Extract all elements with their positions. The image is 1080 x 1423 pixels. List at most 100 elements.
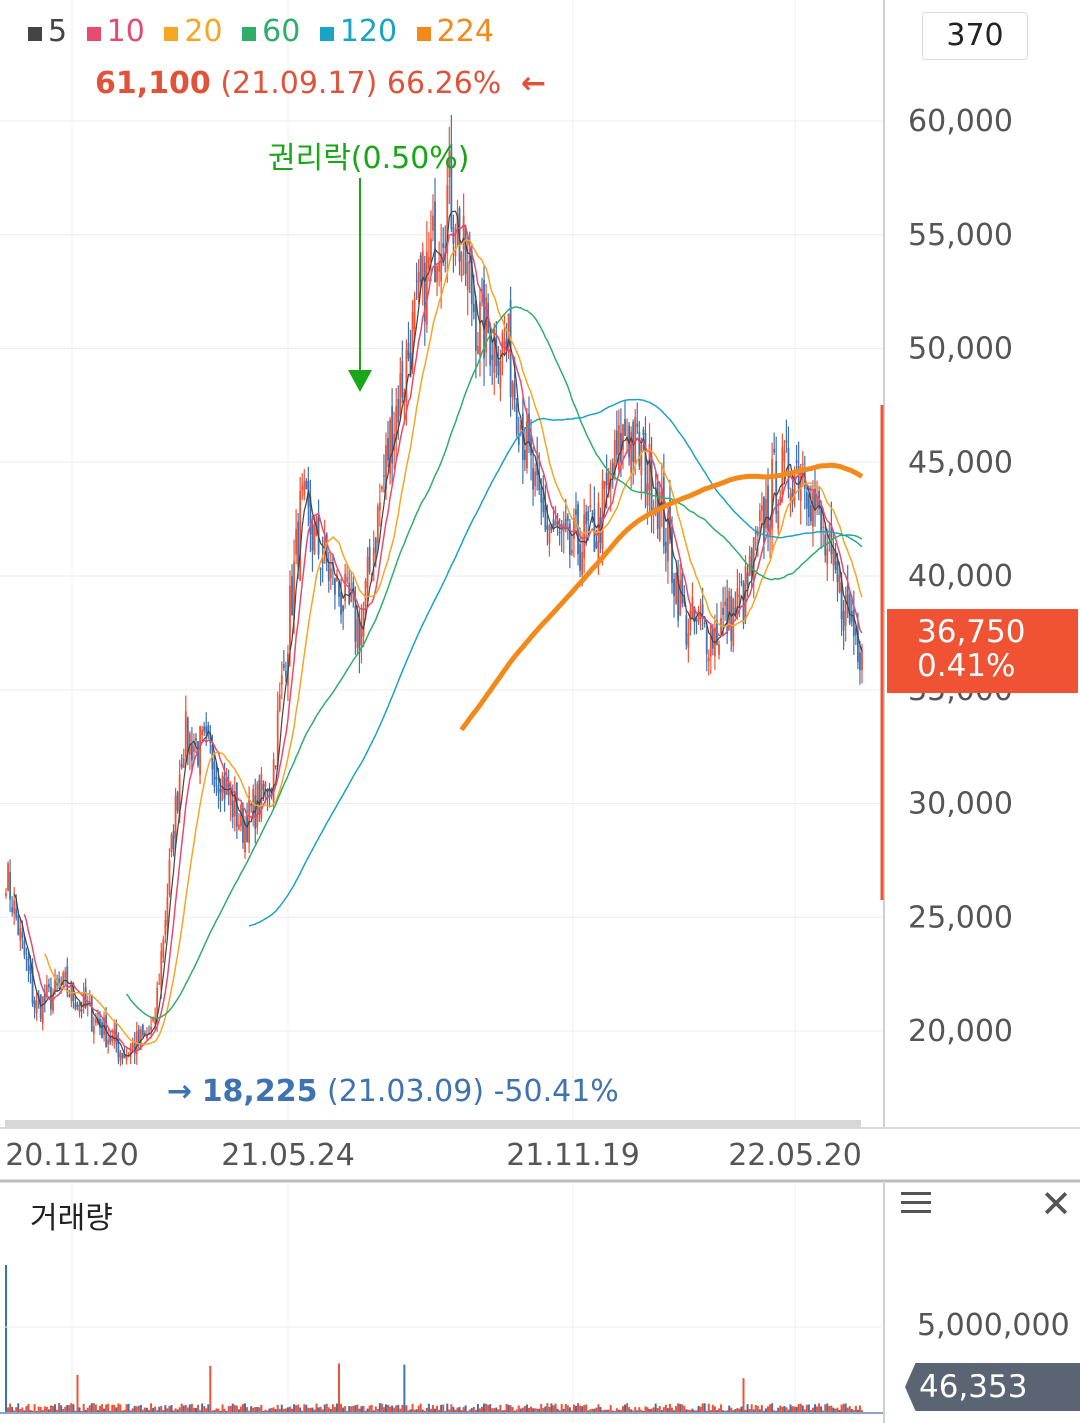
volume-bar <box>84 1409 87 1413</box>
volume-bar <box>744 1409 747 1413</box>
menu-icon[interactable] <box>901 1192 931 1216</box>
volume-bar <box>499 1404 502 1413</box>
candle-body <box>587 511 590 521</box>
candle-body <box>801 463 804 465</box>
candle-body <box>417 271 420 298</box>
volume-bar <box>350 1406 353 1413</box>
candle-body <box>242 807 244 843</box>
volume-bar <box>413 1409 416 1413</box>
volume-bar <box>152 1407 155 1413</box>
legend-item-ma5[interactable]: 5 <box>28 14 67 49</box>
volume-bar <box>715 1410 718 1413</box>
volume-bar <box>295 1405 298 1413</box>
volume-bar <box>282 1408 285 1413</box>
volume-bar <box>758 1409 761 1413</box>
volume-bar <box>519 1408 522 1413</box>
volume-bar <box>613 1410 616 1413</box>
candle-body <box>603 481 606 489</box>
candle-body <box>282 664 285 669</box>
candle-body <box>765 498 767 529</box>
candle-body <box>219 788 222 802</box>
volume-bar <box>570 1410 573 1413</box>
volume-bar <box>192 1407 195 1413</box>
volume-bar <box>407 1410 410 1413</box>
candle-body <box>152 1017 154 1021</box>
volume-bar <box>617 1409 620 1413</box>
candle-body <box>677 575 680 621</box>
volume-bar <box>268 1408 271 1413</box>
legend-item-ma60[interactable]: 60 <box>242 14 300 49</box>
volume-bar <box>141 1409 144 1413</box>
x-tick-label: 22.05.20 <box>728 1138 862 1173</box>
volume-bar <box>315 1403 318 1413</box>
volume-bar <box>376 1408 379 1413</box>
candle-body <box>838 574 841 592</box>
candle-body <box>846 585 849 606</box>
volume-bar <box>838 1409 841 1413</box>
scrollbar-track[interactable] <box>5 1120 861 1128</box>
ma20-line <box>44 239 863 1046</box>
legend-item-ma10[interactable]: 10 <box>86 14 145 49</box>
candle-body <box>640 444 643 476</box>
volume-bar <box>717 1408 720 1413</box>
legend-item-ma224[interactable]: 224 <box>416 14 494 49</box>
low-pct: -50.41% <box>493 1074 619 1109</box>
candle-body <box>74 1002 77 1010</box>
volume-bar <box>828 1405 831 1413</box>
candle-body <box>154 1018 157 1024</box>
candle-body <box>570 550 573 554</box>
candle-body <box>577 504 579 554</box>
volume-bar <box>174 1408 177 1413</box>
candle-body <box>291 576 293 616</box>
volume-bar <box>229 1405 232 1413</box>
rights-event-label: 권리락(0.50%) <box>268 141 470 176</box>
volume-bar <box>807 1404 810 1413</box>
volume-bar <box>858 1405 861 1413</box>
candle-body <box>309 496 312 535</box>
volume-bar <box>364 1410 367 1413</box>
volume-bar <box>630 1409 633 1413</box>
volume-bar <box>348 1406 351 1413</box>
volume-bar <box>605 1409 608 1413</box>
volume-bar <box>728 1405 731 1413</box>
candle-body <box>595 541 598 548</box>
candle-body <box>601 480 604 549</box>
legend-item-ma20[interactable]: 20 <box>164 14 223 49</box>
volume-bar <box>517 1405 520 1413</box>
volume-bar <box>444 1410 447 1413</box>
volume-bar <box>170 1405 173 1413</box>
candle-body <box>760 505 763 511</box>
candle-body <box>701 604 704 615</box>
volume-bar <box>409 1409 412 1413</box>
volume-bar <box>805 1404 808 1413</box>
close-icon[interactable]: ✕ <box>1040 1182 1072 1226</box>
candle-body <box>13 900 16 914</box>
candle-body <box>70 981 73 1002</box>
candle-body <box>564 519 567 530</box>
candle-body <box>754 531 757 535</box>
volume-bar <box>150 1403 153 1413</box>
volume-bar <box>156 1410 159 1413</box>
volume-bar <box>656 1407 659 1413</box>
volume-bar <box>756 1405 759 1413</box>
candle-body <box>223 776 226 799</box>
candle-body <box>111 1034 114 1041</box>
volume-bar <box>203 1406 206 1413</box>
volume-bar <box>280 1404 283 1413</box>
candle-body <box>828 533 831 537</box>
volume-bar <box>37 1406 40 1413</box>
candle-body <box>409 352 412 378</box>
volume-bar <box>687 1409 690 1413</box>
volume-bar <box>564 1403 567 1413</box>
candle-body <box>129 1047 132 1058</box>
volume-bar <box>769 1404 772 1413</box>
candle-body <box>822 526 825 528</box>
volume-bar <box>209 1365 212 1413</box>
period-selector[interactable]: 370 <box>922 12 1028 60</box>
volume-bar <box>54 1404 57 1413</box>
candle-body <box>7 863 9 891</box>
candle-body <box>78 1004 81 1013</box>
legend-item-ma120[interactable]: 120 <box>319 14 397 49</box>
volume-bar <box>762 1410 765 1413</box>
